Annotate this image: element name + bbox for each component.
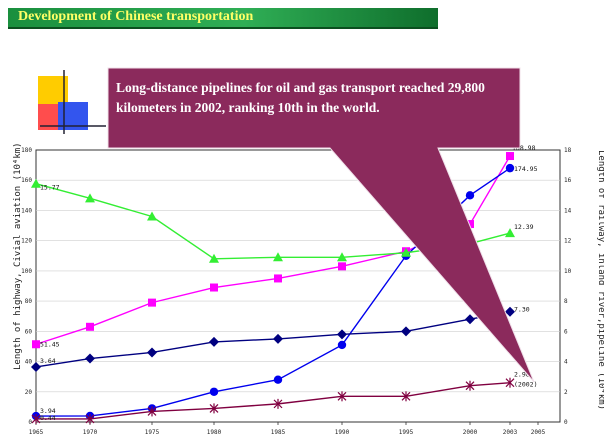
y-left-tick-label: 20 [25,389,33,396]
data-point [337,340,347,350]
data-label: 51.45 [40,340,60,348]
series-pipeline [31,377,515,424]
data-point [505,306,515,317]
y-right-tick-label: 0 [564,419,568,426]
data-point [147,406,157,417]
callout-balloon [107,67,535,383]
data-label: 3.94 [40,407,56,415]
data-point [209,403,219,414]
plot-area-border [35,149,561,423]
data-point [85,413,95,424]
x-tick-label: 1985 [271,429,286,436]
data-point [147,347,157,358]
data-point [209,253,219,263]
y-right-tick-label: 4 [564,359,568,366]
data-point [273,375,283,384]
data-label: (2002) [514,381,537,389]
y-left-tick-label: 60 [25,328,33,335]
data-point [465,380,475,391]
data-point [273,333,283,344]
chart-ticks: 0 20 40 60 80 100 120 140 160 180 0 2 4 6 8 10 12 14 16 18 1… [21,147,571,436]
y-right-tick-label: 14 [564,207,572,214]
data-point [85,193,95,203]
data-point [32,340,40,349]
data-point [273,398,283,409]
callout-text: Long-distance pipelines for oil and gas … [116,80,485,115]
series-river [31,306,515,372]
x-tick-label: 2005 [531,429,546,436]
data-label: 3.64 [40,357,56,365]
y-left-tick-label: 80 [25,298,33,305]
data-label: 188.98 [512,144,536,152]
data-point [465,314,475,325]
data-label: 7.30 [514,306,530,314]
x-tick-label: 1970 [83,429,98,436]
data-point [273,252,283,262]
data-point [147,211,157,221]
data-point [85,353,95,364]
y-right-tick-label: 16 [564,177,572,184]
y-left-tick-label: 100 [21,268,32,275]
y-axis-left-label: Length of highway, Civial aviation (10⁴k… [13,142,23,370]
y-right-tick-label: 8 [564,298,568,305]
y-right-tick-label: 6 [564,328,568,335]
data-point [31,413,41,424]
data-label: 174.95 [514,165,538,173]
x-tick-label: 1965 [29,429,44,436]
y-right-tick-label: 12 [564,238,572,245]
y-right-tick-label: 18 [564,147,572,154]
data-label: 2.98 [514,371,530,379]
decoration-blocks [38,70,106,134]
data-point [401,326,411,337]
data-point [148,298,156,307]
data-point [506,152,514,161]
data-label: 12.39 [514,223,534,231]
x-tick-label: 2003 [503,429,518,436]
title-bar: Development of Chinese transportation [8,8,438,29]
data-point [209,387,219,396]
y-axis-right-label: Length of railway, inland river,pipeline… [596,150,604,410]
data-point [401,391,411,402]
data-point [505,163,515,173]
deco-yellow-block [38,76,68,104]
data-point [274,274,282,283]
y-left-tick-label: 160 [21,177,32,184]
data-point [401,247,411,257]
slide-title: Development of Chinese transportation [18,9,254,24]
data-point [505,228,515,238]
data-point [31,361,41,372]
data-point [466,220,474,229]
data-point [31,178,41,188]
y-right-tick-label: 10 [564,268,572,275]
data-point [337,391,347,402]
data-point [338,262,346,271]
data-point [209,336,219,347]
data-point [86,322,94,331]
x-tick-label: 2000 [463,429,478,436]
chart-data-labels: 51.45 3.94 15.77 3.64 0.44 188.98 174.95 12.39 7… [40,144,538,422]
x-tick-label: 1975 [145,429,160,436]
y-left-tick-label: 180 [21,147,32,154]
chart-frame [35,149,561,423]
y-right-tick-label: 2 [564,389,568,396]
y-left-tick-label: 120 [21,238,32,245]
x-tick-label: 1980 [207,429,222,436]
data-point [505,377,515,388]
data-point [465,191,475,200]
data-label: 15.77 [40,184,60,192]
data-point [337,329,347,340]
y-left-tick-label: 140 [21,207,32,214]
y-left-tick-label: 0 [28,419,32,426]
data-label: 0.44 [40,414,56,422]
y-left-tick-label: 40 [25,359,33,366]
data-point [337,252,347,262]
x-tick-label: 1990 [335,429,350,436]
data-point [210,283,218,292]
x-tick-label: 1995 [399,429,414,436]
